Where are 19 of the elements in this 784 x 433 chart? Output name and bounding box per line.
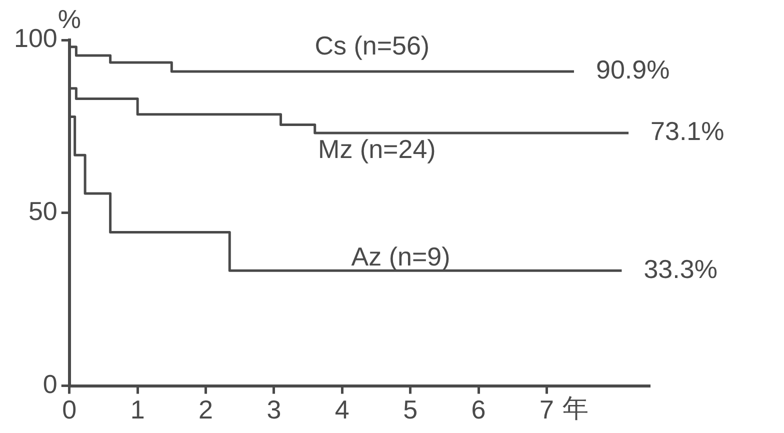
data-label: 73.1% xyxy=(650,116,724,146)
data-label: 90.9% xyxy=(596,54,670,85)
x-axis-title: 年 xyxy=(562,392,589,423)
y-tick-label: 100 xyxy=(14,23,58,54)
x-tick-label: 0 xyxy=(62,394,77,425)
x-tick-label: 3 xyxy=(266,394,282,425)
series-label: Mz (n=24) xyxy=(318,134,436,164)
x-tick-label: 6 xyxy=(471,394,486,425)
x-tick-label: 2 xyxy=(198,394,213,425)
series-label: Cs (n=56) xyxy=(314,30,430,61)
x-tick-label: 4 xyxy=(334,394,350,425)
x-tick-label: 7 xyxy=(539,394,554,425)
x-tick-label: 1 xyxy=(130,394,145,425)
data-label: 33.3% xyxy=(644,254,718,284)
series-label: Az (n=9) xyxy=(351,241,450,272)
y-tick-label: 50 xyxy=(28,196,58,226)
y-tick-label: 0 xyxy=(42,368,58,399)
x-tick-label: 5 xyxy=(403,394,418,425)
y-axis-title: % xyxy=(58,4,81,34)
